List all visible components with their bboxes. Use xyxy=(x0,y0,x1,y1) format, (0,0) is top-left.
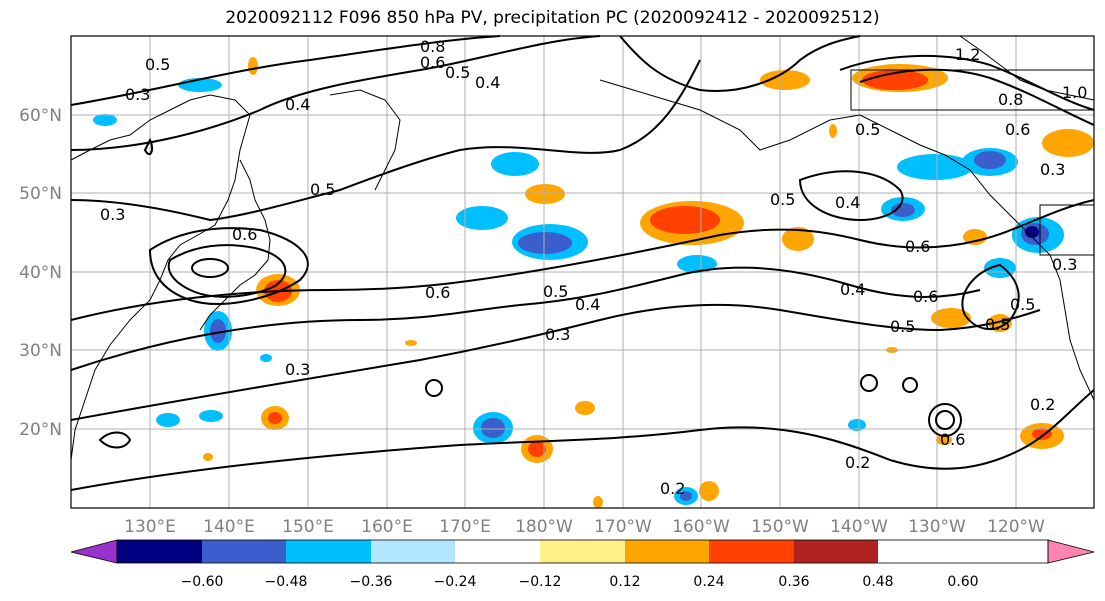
contour-label: 0.5 xyxy=(543,282,568,301)
colorbar-extend-max xyxy=(1047,539,1095,564)
contour-label: 0.6 xyxy=(940,430,965,449)
contour-label: 0.4 xyxy=(475,73,500,92)
colorbar-labels: −0.60 −0.48 −0.36 −0.24 −0.12 0.12 0.24 … xyxy=(181,574,979,590)
colorbar-segment xyxy=(371,540,455,563)
colorbar: −0.60 −0.48 −0.36 −0.24 −0.12 0.12 0.24 … xyxy=(70,539,1095,590)
lon-tick: 150°W xyxy=(751,517,809,537)
contour-label: 0.3 xyxy=(545,325,570,344)
lat-tick: 20°N xyxy=(19,420,62,440)
contour-label: 0.6 xyxy=(425,283,450,302)
colorbar-segment xyxy=(540,540,625,563)
colorbar-segment xyxy=(117,540,202,563)
contour-label: 0.5 xyxy=(310,180,335,199)
lat-tick: 30°N xyxy=(19,341,62,361)
lon-tick: 120°W xyxy=(987,517,1045,537)
colorbar-segment xyxy=(202,540,286,563)
contour-label: 0.3 xyxy=(100,205,125,224)
contour-label: 0.6 xyxy=(905,237,930,256)
contour-label: 1.0 xyxy=(1062,83,1087,102)
colorbar-label: −0.60 xyxy=(181,574,224,590)
colorbar-label: −0.48 xyxy=(265,574,308,590)
lon-tick: 150°E xyxy=(282,517,334,537)
colorbar-label: −0.36 xyxy=(350,574,393,590)
contour-label: 0.3 xyxy=(285,360,310,379)
map-panel: 0.8 0.6 0.5 0.4 1.2 1.0 0.8 0.6 0.5 0.5 … xyxy=(70,35,1095,509)
colorbar-label: 0.60 xyxy=(947,574,978,590)
contour-label: 0.3 xyxy=(125,85,150,104)
colorbar-frame xyxy=(116,539,1049,564)
contour-label: 0.6 xyxy=(1005,120,1030,139)
contour-label: 0.6 xyxy=(420,53,445,72)
colorbar-segments xyxy=(117,540,878,563)
contour-label: 0.4 xyxy=(285,95,310,114)
lon-tick: 140°E xyxy=(203,517,255,537)
colorbar-label: −0.12 xyxy=(519,574,562,590)
lon-axis-labels: 130°E 140°E 150°E 160°E 170°E 180°W 170°… xyxy=(124,517,1045,537)
contour-label: 0.3 xyxy=(1040,160,1065,179)
contour-label: 0.2 xyxy=(845,453,870,472)
lon-tick: 180°W xyxy=(515,517,573,537)
contour-label: 0.2 xyxy=(660,479,685,498)
lon-tick: 160°W xyxy=(672,517,730,537)
colorbar-segment xyxy=(625,540,709,563)
colorbar-segment xyxy=(286,540,371,563)
contour-label: 0.6 xyxy=(232,225,257,244)
graticule xyxy=(71,36,1094,508)
lat-tick: 60°N xyxy=(19,106,62,126)
pv-contours xyxy=(70,35,1095,491)
contour-label: 0.2 xyxy=(1030,395,1055,414)
colorbar-segment xyxy=(455,540,540,563)
colorbar-segment xyxy=(794,540,878,563)
contour-label: 0.5 xyxy=(985,315,1010,334)
colorbar-label: 0.24 xyxy=(693,574,724,590)
contour-label: 0.3 xyxy=(1052,255,1077,274)
contour-label: 0.5 xyxy=(1010,295,1035,314)
contour-label: 0.5 xyxy=(145,55,170,74)
colorbar-label: 0.12 xyxy=(609,574,640,590)
contour-labels: 0.8 0.6 0.5 0.4 1.2 1.0 0.8 0.6 0.5 0.5 … xyxy=(100,37,1087,498)
lat-tick: 40°N xyxy=(19,263,62,283)
contour-label: 0.5 xyxy=(890,317,915,336)
contour-label: 0.6 xyxy=(913,287,938,306)
contour-label: 0.8 xyxy=(998,90,1023,109)
lon-tick: 160°E xyxy=(361,517,413,537)
contour-label: 0.5 xyxy=(770,190,795,209)
map-title: 2020092112 F096 850 hPa PV, precipitatio… xyxy=(225,8,880,28)
lon-tick: 170°E xyxy=(439,517,491,537)
contour-label: 0.4 xyxy=(575,295,600,314)
colorbar-label: −0.24 xyxy=(434,574,477,590)
map-frame xyxy=(70,35,1095,509)
contour-label: 0.4 xyxy=(835,193,860,212)
lat-axis-labels: 60°N 50°N 40°N 30°N 20°N xyxy=(19,106,62,440)
contour-label: 0.5 xyxy=(855,120,880,139)
lon-tick: 170°W xyxy=(594,517,652,537)
lon-tick: 140°W xyxy=(830,517,888,537)
contour-label: 0.4 xyxy=(840,280,865,299)
colorbar-segment xyxy=(709,540,794,563)
colorbar-label: 0.48 xyxy=(862,574,893,590)
lon-tick: 130°E xyxy=(124,517,176,537)
colorbar-label: 0.36 xyxy=(778,574,809,590)
contour-label: 1.2 xyxy=(955,45,980,64)
contour-label: 0.8 xyxy=(420,37,445,56)
lon-tick: 130°W xyxy=(908,517,966,537)
lat-tick: 50°N xyxy=(19,184,62,204)
colorbar-extend-min xyxy=(70,539,118,564)
contour-label: 0.5 xyxy=(445,63,470,82)
